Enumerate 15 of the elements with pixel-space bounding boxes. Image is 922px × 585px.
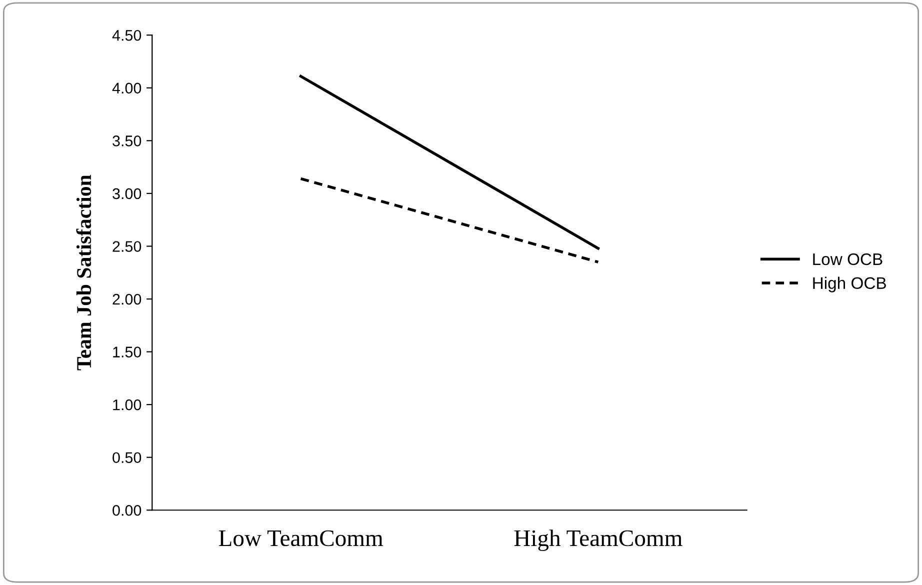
legend-label: Low OCB <box>813 253 882 266</box>
y-tick-label: 3.00 <box>112 188 142 200</box>
y-tick-label: 1.50 <box>113 346 142 358</box>
y-axis-title: Team Job Satisfaction <box>76 174 92 370</box>
y-tick-label: 4.00 <box>112 82 142 94</box>
legend-label: High OCB <box>813 276 886 292</box>
y-tick-label: 2.50 <box>112 241 142 252</box>
y-tick-label: 1.00 <box>113 399 142 410</box>
x-tick-label: High TeamComm <box>514 530 682 552</box>
y-tick-label: 0.00 <box>112 504 142 516</box>
y-tick-label: 4.50 <box>112 30 142 41</box>
y-tick-label: 0.50 <box>112 452 142 464</box>
y-tick-label: 2.00 <box>112 294 142 305</box>
x-tick-label: Low TeamComm <box>218 530 384 546</box>
y-tick-label: 3.50 <box>112 136 142 146</box>
